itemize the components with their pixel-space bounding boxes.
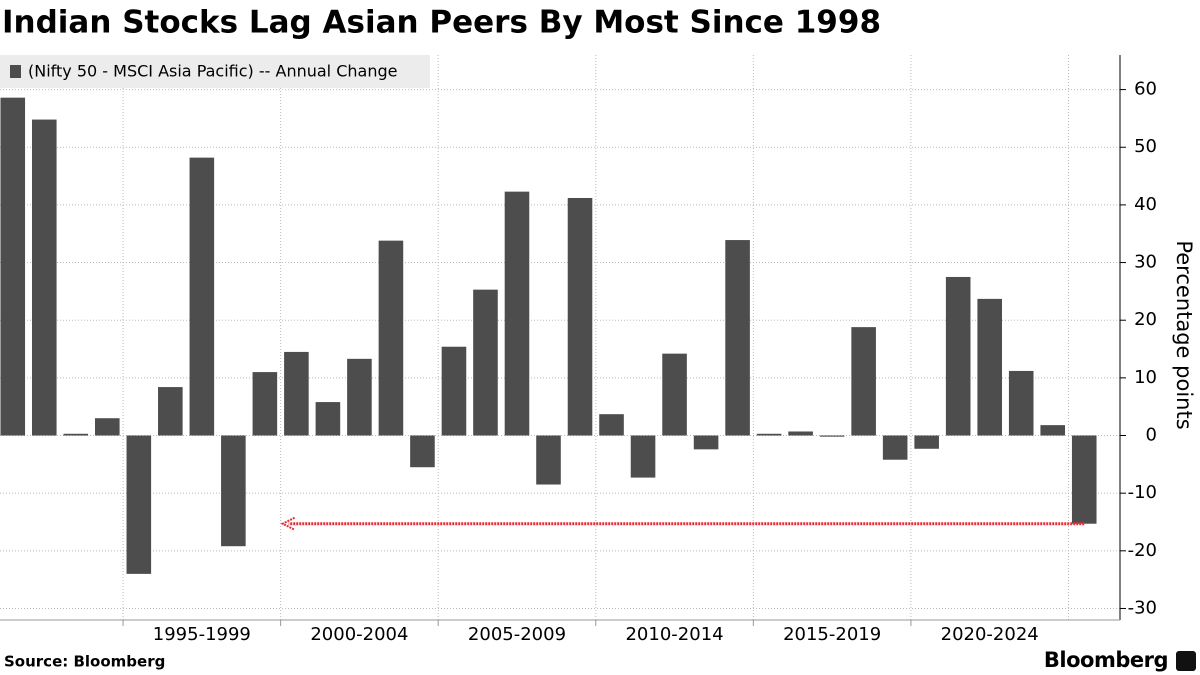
x-group-label: 2000-2004 [310,624,408,645]
bar [126,435,152,574]
y-tick-label: 50 [1134,136,1157,157]
legend-label: (Nifty 50 - MSCI Asia Pacific) -- Annual… [28,62,397,81]
chart-title: Indian Stocks Lag Asian Peers By Most Si… [2,5,881,41]
bar [63,433,89,436]
x-group-label: 2020-2024 [941,624,1039,645]
y-tick-label: 20 [1134,309,1157,330]
bar [95,418,120,436]
bar [630,435,656,478]
legend-swatch [10,65,21,78]
bar [284,351,309,436]
brand: Bloomberg [1044,648,1168,672]
bar [567,197,593,436]
bar [599,414,624,436]
bar [882,435,908,460]
bar [473,289,498,436]
legend-box [0,55,430,88]
bar [945,276,971,436]
y-tick-label: 30 [1134,252,1157,273]
bar [1008,370,1034,436]
bar [914,435,939,449]
bar [819,435,845,437]
bar [536,435,561,485]
bar [221,435,246,547]
bar [315,402,341,436]
y-tick-label: -20 [1128,540,1157,561]
x-group-label: 2005-2009 [468,624,566,645]
bar [1071,435,1097,524]
bar [756,433,782,436]
annotation-arrowhead [280,516,296,531]
bar [0,97,26,436]
y-tick-label: 10 [1134,367,1157,388]
bar [851,327,876,436]
bar [252,372,278,436]
bar [977,298,1002,436]
y-axis-label: Percentage points [1172,240,1196,429]
bar [725,240,750,436]
bar [662,353,687,436]
bar [378,240,404,436]
y-tick-label: 40 [1134,194,1157,215]
x-group-label: 1995-1999 [153,624,251,645]
bar [189,157,215,436]
x-group-label: 2015-2019 [783,624,881,645]
bar [788,431,813,436]
source: Source: Bloomberg [4,653,165,671]
bar [441,346,467,436]
bar [693,435,719,450]
x-group-label: 2010-2014 [625,624,723,645]
bar [504,191,530,436]
y-tick-label: -10 [1128,482,1157,503]
y-tick-label: 0 [1146,425,1157,446]
y-tick-label: -30 [1128,597,1157,618]
bar [31,119,57,436]
bar [410,435,435,468]
bar [347,358,372,436]
bar [1040,425,1066,436]
bar [158,387,183,436]
brand-icon [1176,651,1196,671]
y-tick-label: 60 [1134,79,1157,100]
